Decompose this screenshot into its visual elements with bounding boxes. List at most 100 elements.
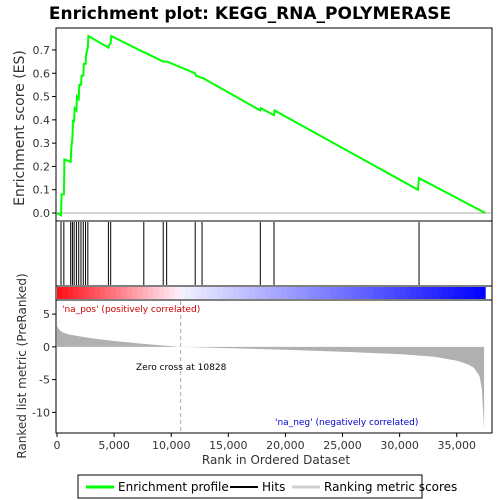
color-bar-segment (169, 287, 176, 299)
color-bar-segment (479, 287, 486, 299)
color-bar-segment (383, 287, 390, 299)
color-bar-segment (287, 287, 293, 299)
color-bar-segment (437, 287, 443, 299)
es-y-tick-label: 0.0 (33, 207, 51, 220)
enrichment-profile-line (56, 34, 486, 218)
color-bar-segment (410, 287, 417, 299)
color-bar-segment (212, 287, 219, 299)
color-bar-segment (330, 287, 336, 299)
metric-y-tick-label: 5 (43, 308, 50, 321)
color-bar-segment (110, 287, 117, 299)
color-bar-segment (131, 287, 138, 299)
x-tick-label: 25,000 (323, 439, 362, 452)
color-bar-segment (447, 287, 454, 299)
color-bar-segment (271, 287, 277, 299)
color-bar-segment (421, 287, 427, 299)
zero-cross-annotation: Zero cross at 10828 (136, 363, 227, 373)
color-bar-segment (474, 287, 481, 299)
color-bar-segment (73, 287, 79, 299)
color-bar-segment (185, 287, 192, 299)
color-bar-segment (105, 287, 111, 299)
color-bar-segment (142, 287, 149, 299)
color-bar-segment (453, 287, 459, 299)
es-panel (55, 27, 493, 222)
color-bar-segment (158, 287, 165, 299)
color-bar-segment (137, 287, 144, 299)
color-bar-segment (265, 287, 272, 299)
color-bar-segment (313, 287, 320, 299)
color-bar-segment (276, 287, 283, 299)
x-axis-label: Rank in Ordered Dataset (202, 453, 350, 467)
es-y-tick-label: 0.7 (33, 44, 51, 57)
color-bar-segment (83, 287, 90, 299)
color-bar-segment (372, 287, 379, 299)
color-bar-segment (308, 287, 315, 299)
color-bar-segment (335, 287, 342, 299)
color-bar-segment (442, 287, 449, 299)
color-bar-segment (89, 287, 95, 299)
color-bar-segment (415, 287, 422, 299)
color-bar-segment (458, 287, 465, 299)
color-bar-segment (233, 287, 240, 299)
x-tick-label: 10,000 (152, 439, 191, 452)
color-bar-segment (367, 287, 374, 299)
color-bar-segment (404, 287, 411, 299)
color-bar-segment (190, 287, 197, 299)
color-bar-segment (115, 287, 122, 299)
es-y-tick-label: 0.6 (33, 67, 51, 80)
color-bar-segment (249, 287, 256, 299)
color-bar-segment (164, 287, 170, 299)
color-bar-segment (297, 287, 304, 299)
es-y-tick-label: 0.5 (33, 91, 51, 104)
legend: Enrichment profile Hits Ranking metric s… (77, 474, 457, 499)
legend-label-metric: Ranking metric scores (324, 480, 457, 494)
color-bar-segment (153, 287, 160, 299)
color-bar-segment (126, 287, 133, 299)
color-bar-segment (255, 287, 261, 299)
es-y-tick-label: 0.3 (33, 137, 51, 150)
color-bar-segment (217, 287, 224, 299)
es-y-tick-label: 0.2 (33, 160, 51, 173)
es-y-tick-label: 0.1 (33, 184, 51, 197)
color-bar-segment (281, 287, 288, 299)
color-bar-segment (463, 287, 470, 299)
color-bar-segment (378, 287, 384, 299)
color-bar-segment (292, 287, 299, 299)
color-bar-segment (324, 287, 331, 299)
chart-title: Enrichment plot: KEGG_RNA_POLYMERASE (49, 4, 451, 24)
color-bar-segment (99, 287, 106, 299)
color-bar-segment (201, 287, 208, 299)
color-bar-segment (399, 287, 406, 299)
color-bar-segment (426, 287, 433, 299)
legend-label-enrichment: Enrichment profile (118, 480, 229, 494)
color-bar-segment (244, 287, 251, 299)
metric-y-ticks: 5 0 -5 -10 (32, 308, 56, 419)
x-tick-label: 35,000 (437, 439, 476, 452)
color-bar-segment (148, 287, 154, 299)
color-bar-segment (346, 287, 352, 299)
es-y-label: Enrichment score (ES) (12, 50, 28, 206)
legend-label-hits: Hits (262, 480, 285, 494)
metric-y-tick-label: -10 (32, 406, 50, 419)
color-bar-segment (340, 287, 347, 299)
color-bar-segment (362, 287, 368, 299)
color-bar-segment (303, 287, 310, 299)
neg-annotation: 'na_neg' (negatively correlated) (275, 418, 418, 428)
metric-y-tick-label: -5 (39, 374, 50, 387)
x-tick-label: 30,000 (380, 439, 419, 452)
color-bar-segment (222, 287, 229, 299)
color-bar-segment (67, 287, 74, 299)
color-bar-segment (260, 287, 267, 299)
x-tick-label: 5,000 (98, 439, 130, 452)
metric-panel (55, 299, 493, 434)
color-bar-segment (239, 287, 245, 299)
x-tick-label: 15,000 (209, 439, 248, 452)
color-bar-segment (62, 287, 69, 299)
color-bar-segment (351, 287, 358, 299)
es-y-tick-label: 0.4 (33, 114, 51, 127)
metric-y-label: Ranked list metric (PreRanked) (15, 273, 29, 458)
es-y-ticks: 0.0 0.1 0.2 0.3 0.4 0.5 0.6 0.7 (33, 44, 56, 220)
pos-annotation: 'na_pos' (positively correlated) (62, 305, 200, 315)
